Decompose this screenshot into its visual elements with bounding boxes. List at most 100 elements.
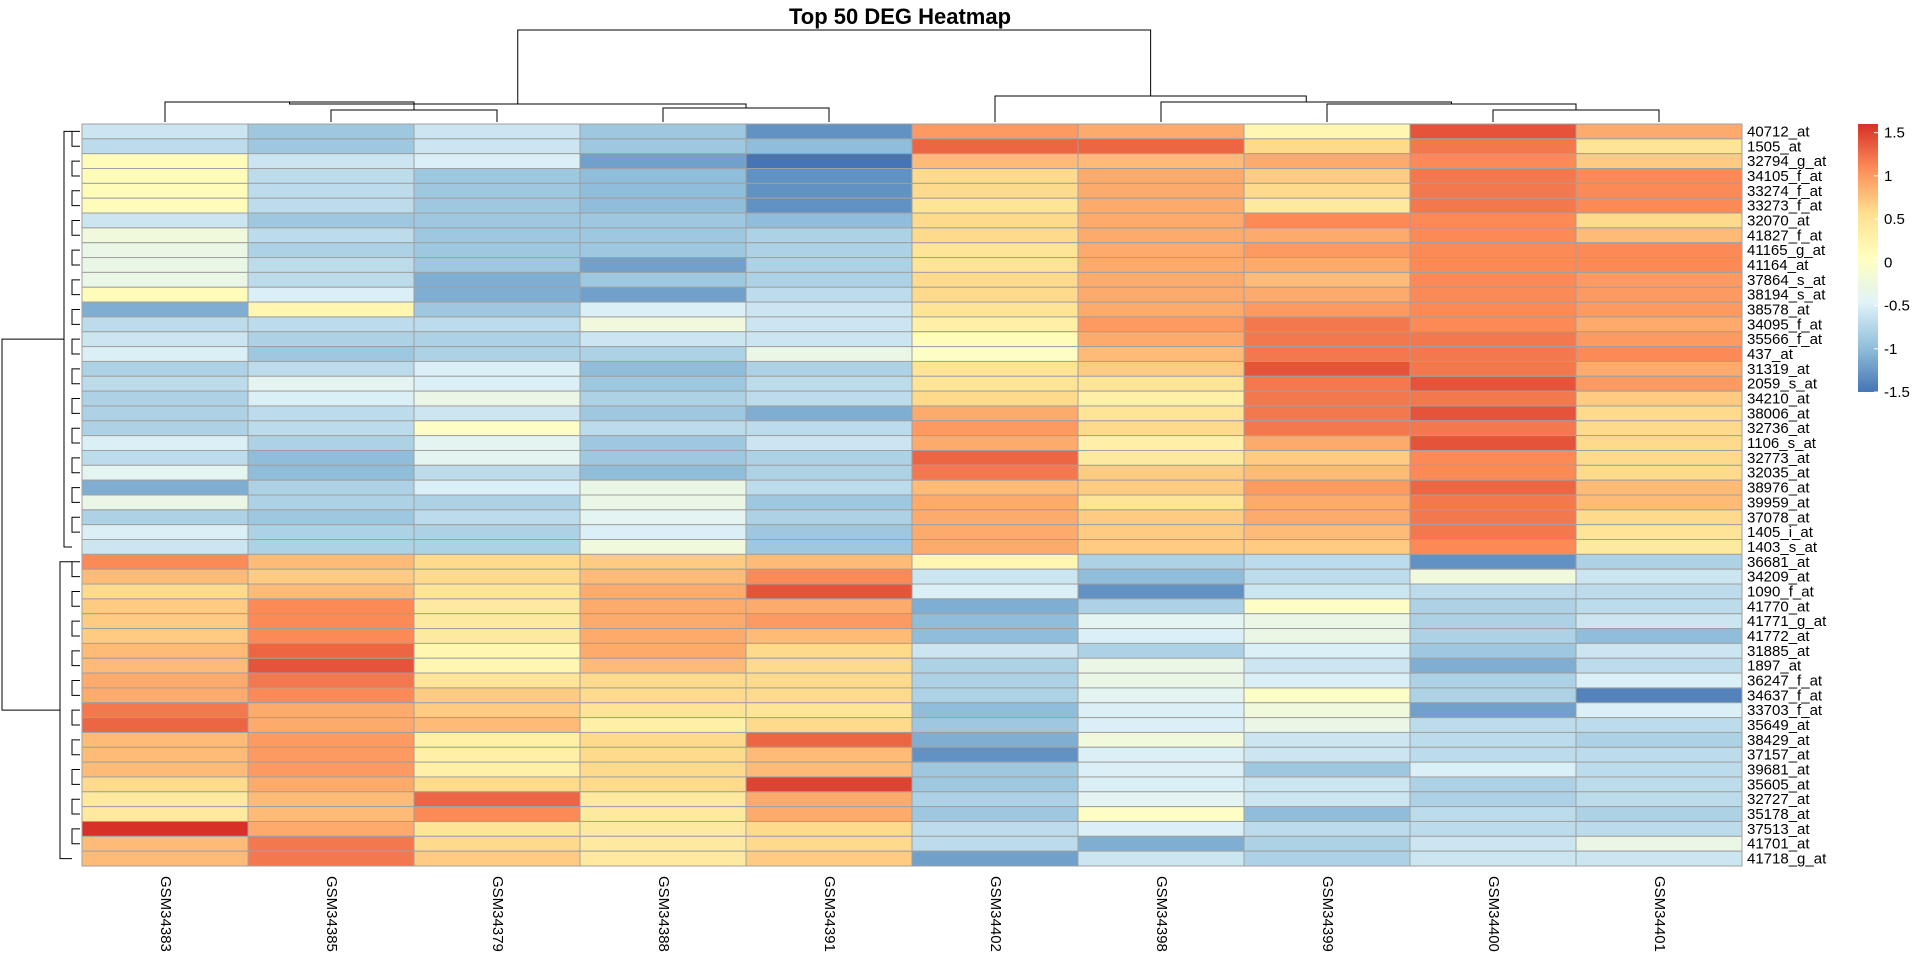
heatmap-cell [1575, 494, 1743, 511]
heatmap-cell [1575, 553, 1743, 570]
heatmap-cell [1243, 286, 1411, 303]
heatmap-cell [1575, 717, 1743, 733]
heatmap-cell [247, 331, 415, 348]
heatmap-cell [1243, 791, 1411, 808]
heatmap-cell [1077, 153, 1245, 170]
heatmap-cell [1575, 642, 1743, 659]
heatmap-cell [579, 791, 747, 808]
heatmap-cell [745, 138, 913, 155]
heatmap-cell [579, 331, 747, 348]
heatmap-cell [81, 568, 249, 585]
row-label: 41718_g_at [1747, 851, 1827, 868]
row-label: 37513_at [1747, 821, 1810, 838]
heatmap-cell [81, 761, 249, 778]
column-label: GSM34379 [489, 876, 506, 952]
heatmap-cell [81, 628, 249, 644]
heatmap-cell [1575, 820, 1743, 837]
heatmap-cell [911, 405, 1079, 422]
row-label: 36681_at [1747, 554, 1810, 571]
heatmap-cell [1409, 746, 1577, 763]
heatmap-cell [413, 613, 581, 630]
heatmap-cell [1077, 717, 1245, 733]
heatmap-cell [745, 642, 913, 659]
heatmap-cell [1409, 687, 1577, 704]
heatmap-cell [1409, 553, 1577, 570]
column-label: GSM34385 [323, 876, 340, 952]
row-label: 37078_at [1747, 509, 1810, 526]
heatmap-cell [247, 168, 415, 184]
heatmap-cell [745, 301, 913, 318]
heatmap-cell [911, 479, 1079, 496]
row-dendrogram-link [71, 828, 80, 845]
heatmap-cell [247, 791, 415, 808]
heatmap-cell [1077, 731, 1245, 748]
heatmap-cell [413, 182, 581, 199]
heatmap-cell [413, 850, 581, 867]
heatmap-cell [911, 642, 1079, 659]
heatmap-cell [1409, 182, 1577, 199]
heatmap-cell [247, 153, 415, 170]
row-label: 38194_s_at [1747, 287, 1826, 304]
heatmap-cell [1575, 257, 1743, 273]
heatmap-cell [911, 420, 1079, 437]
heatmap-cell [1243, 182, 1411, 199]
column-dendrogram-link [994, 95, 1307, 122]
heatmap-cell [413, 153, 581, 170]
heatmap-cell [81, 464, 249, 481]
heatmap-cell [911, 182, 1079, 199]
heatmap-cell [1575, 168, 1743, 184]
row-label: 38976_at [1747, 480, 1810, 497]
heatmap-cell [579, 539, 747, 555]
heatmap-cell [1243, 613, 1411, 630]
row-label: 41770_at [1747, 598, 1810, 615]
heatmap-cell [579, 138, 747, 155]
heatmap-cell [579, 746, 747, 763]
heatmap-cell [1575, 835, 1743, 852]
heatmap-cell [81, 806, 249, 822]
heatmap-cell [911, 539, 1079, 555]
heatmap-cell [247, 464, 415, 481]
heatmap-cell [1575, 464, 1743, 481]
heatmap-cell [81, 598, 249, 615]
column-label: GSM34402 [987, 876, 1004, 952]
heatmap-cell [1409, 316, 1577, 333]
heatmap-cell [911, 123, 1079, 140]
heatmap-cell [247, 197, 415, 214]
heatmap-cell [1575, 509, 1743, 526]
heatmap-cell [413, 138, 581, 155]
row-dendrogram-link [71, 368, 80, 385]
heatmap-cell [413, 123, 581, 140]
heatmap-cell [579, 257, 747, 273]
row-dendrogram-link [71, 249, 80, 266]
heatmap-cell [1077, 360, 1245, 377]
heatmap-cell [1575, 731, 1743, 748]
heatmap-cell [81, 791, 249, 808]
heatmap-cell [1243, 449, 1411, 466]
heatmap-cell [247, 242, 415, 259]
heatmap-cell [911, 613, 1079, 630]
legend-tick-label: 1 [1884, 168, 1892, 185]
heatmap-cell [1575, 212, 1743, 229]
heatmap-cell [1575, 138, 1743, 155]
heatmap-cell [247, 702, 415, 719]
heatmap-cell [413, 405, 581, 422]
heatmap-cell [1077, 494, 1245, 511]
row-dendrogram-link [71, 516, 80, 533]
row-dendrogram-link [71, 709, 80, 726]
heatmap-cell [1575, 791, 1743, 808]
heatmap-cell [1575, 657, 1743, 674]
heatmap-cell [247, 613, 415, 630]
heatmap-cell [579, 360, 747, 377]
heatmap-cell [413, 242, 581, 259]
heatmap-cell [413, 791, 581, 808]
row-label: 41165_g_at [1747, 242, 1826, 259]
heatmap-cell [1575, 420, 1743, 437]
heatmap-cell [579, 316, 747, 333]
heatmap-cell [745, 672, 913, 689]
heatmap-cell [911, 197, 1079, 214]
heatmap-cell [1409, 731, 1577, 748]
heatmap-cell [745, 568, 913, 585]
heatmap-cell [1409, 524, 1577, 541]
heatmap-cell [1243, 390, 1411, 407]
heatmap-cell [911, 464, 1079, 481]
